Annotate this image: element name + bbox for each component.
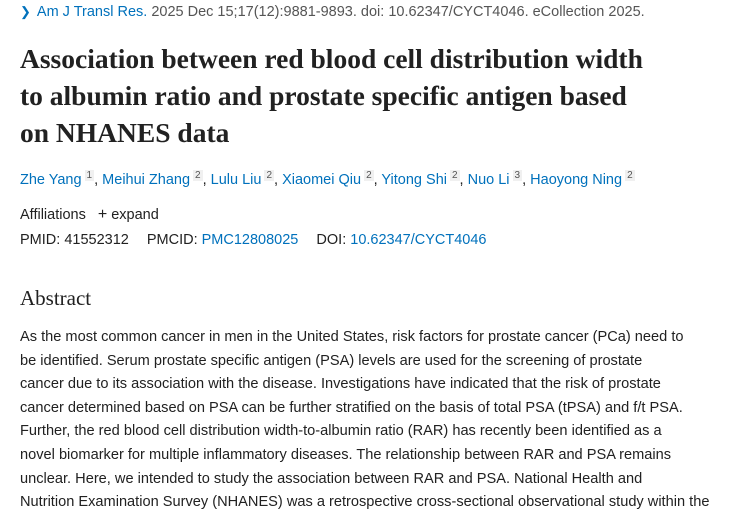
title-line: to albumin ratio and prostate specific a…: [20, 80, 627, 111]
affiliation-ref[interactable]: 2: [264, 170, 275, 181]
abstract-line: Further, the red blood cell distribution…: [20, 423, 662, 440]
abstract-line: be identified. Serum prostate specific a…: [20, 352, 643, 369]
affiliation-ref[interactable]: 3: [512, 170, 523, 181]
abstract-line: novel biomarker for multiple inflammator…: [20, 446, 672, 463]
affiliation-ref[interactable]: 2: [364, 170, 374, 181]
author-link[interactable]: Xiaomei Qiu: [282, 172, 362, 188]
abstract-line: unclear. Here, we intended to study the …: [20, 470, 643, 487]
author-link[interactable]: Yitong Shi: [381, 172, 447, 188]
citation-details: 2025 Dec 15;17(12):9881-9893. doi: 10.62…: [147, 4, 645, 20]
journal-link[interactable]: Am J Transl Res.: [36, 4, 148, 20]
pmid-label: PMID:: [20, 232, 61, 248]
pmcid-link[interactable]: PMC12808025: [201, 232, 299, 248]
affiliation-ref[interactable]: 1: [84, 170, 95, 181]
affiliations-label: Affiliations: [20, 207, 86, 223]
doi-label: DOI:: [316, 232, 347, 248]
affiliation-ref[interactable]: 2: [449, 170, 460, 181]
author-link[interactable]: Lulu Liu: [210, 172, 262, 188]
author-list: Zhe Yang 1, Meihui Zhang 2, Lulu Liu 2, Xia…: [20, 170, 635, 188]
author-link[interactable]: Meihui Zhang: [102, 172, 191, 188]
pmcid-label: PMCID:: [146, 232, 198, 248]
pmid-value: 41552312: [64, 232, 129, 248]
doi-link[interactable]: 10.62347/CYCT4046: [350, 232, 487, 248]
chevron-right-icon: ❯: [20, 4, 31, 19]
identifiers: PMID: 41552312 PMCID: PMC12808025 DOI: 1…: [20, 232, 487, 248]
expand-label: expand: [111, 207, 159, 223]
author-link[interactable]: Nuo Li: [467, 172, 510, 188]
abstract-line: Nutrition Examination Survey (NHANES) wa…: [20, 494, 710, 511]
title-line: Association between red blood cell distr…: [20, 43, 643, 74]
abstract-line: cancer determined based on PSA can be fu…: [20, 399, 683, 416]
author-link[interactable]: Zhe Yang: [20, 172, 82, 188]
title-line: on NHANES data: [20, 117, 230, 148]
abstract-heading: Abstract: [20, 286, 92, 310]
author-link[interactable]: Haoyong Ning: [530, 172, 623, 188]
affiliation-ref[interactable]: 2: [625, 170, 635, 181]
abstract-line: cancer due to its association with the d…: [20, 376, 661, 393]
abstract-text: As the most common cancer in men in the …: [20, 326, 709, 515]
affiliations: Affiliations + expand: [20, 206, 159, 224]
affiliation-ref[interactable]: 2: [193, 170, 203, 181]
page-title: Association between red blood cell distr…: [20, 40, 643, 151]
plus-icon: +: [97, 206, 108, 223]
abstract-line: As the most common cancer in men in the …: [20, 329, 684, 345]
citation: ❯ Am J Transl Res. 2025 Dec 15;17(12):988…: [20, 4, 645, 20]
expand-affiliations-button[interactable]: + expand: [90, 206, 159, 223]
